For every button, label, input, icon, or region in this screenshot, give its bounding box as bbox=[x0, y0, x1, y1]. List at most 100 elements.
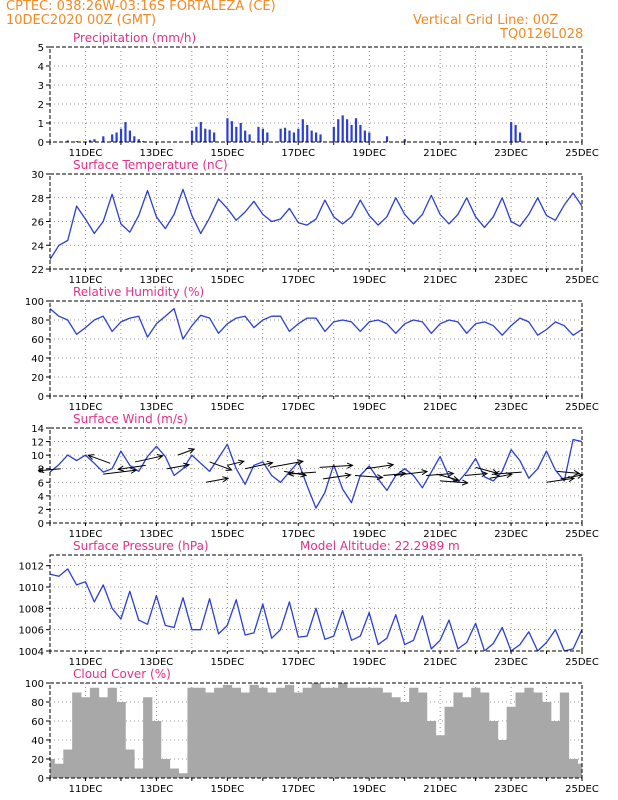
wind-arrow-shaft bbox=[436, 473, 459, 481]
wind-arrow-shaft bbox=[365, 464, 394, 470]
cloud-bar bbox=[89, 687, 100, 778]
cloud-bar bbox=[373, 687, 383, 778]
precip-bar bbox=[403, 139, 406, 142]
y-tick-label: 0 bbox=[38, 138, 44, 149]
cloud-bar bbox=[311, 683, 321, 778]
cloud-bar bbox=[72, 692, 82, 778]
wind-arrow-shaft bbox=[560, 474, 583, 480]
x-tick-label: 17DEC bbox=[281, 657, 315, 668]
cloud-bar bbox=[249, 684, 259, 778]
wind-arrow bbox=[440, 479, 469, 486]
cloud-bar bbox=[267, 692, 277, 778]
cloud-bar bbox=[338, 683, 348, 778]
precip-bar bbox=[332, 126, 335, 142]
cloud-bar bbox=[160, 759, 171, 778]
precip-marks bbox=[66, 115, 522, 142]
cloud-bar bbox=[231, 687, 242, 778]
y-tick-label: 80 bbox=[31, 316, 44, 327]
pressure-subtitle: Model Altitude: 22.2989 m bbox=[300, 539, 460, 553]
x-tick-label: 11DEC bbox=[69, 148, 103, 159]
cloud-bar bbox=[506, 706, 516, 778]
x-tick-label: 25DEC bbox=[565, 784, 599, 795]
x-tick-label: 15DEC bbox=[210, 275, 244, 286]
x-tick-label: 19DEC bbox=[352, 402, 386, 413]
wind-arrow-head bbox=[225, 465, 233, 472]
x-tick-label: 23DEC bbox=[494, 784, 528, 795]
precip-bar bbox=[235, 126, 238, 142]
precip-bar bbox=[266, 132, 269, 142]
cloud-bar bbox=[417, 692, 428, 778]
wind-arrow-head bbox=[481, 470, 489, 478]
precip-bar bbox=[257, 126, 260, 142]
wind-arrow-head bbox=[344, 472, 352, 479]
precip-bar bbox=[337, 119, 340, 142]
wind-arrow-head bbox=[493, 470, 500, 477]
wind-arrow-head bbox=[576, 472, 584, 479]
cloud-bar bbox=[222, 684, 233, 778]
x-tick-label: 25DEC bbox=[565, 275, 599, 286]
wind-arrow-head bbox=[266, 460, 274, 467]
precip-bar bbox=[124, 122, 127, 142]
x-tick-label: 17DEC bbox=[281, 784, 315, 795]
precip-bar bbox=[510, 122, 513, 142]
precip-title: Precipitation (mm/h) bbox=[73, 31, 196, 45]
precip-bar bbox=[213, 132, 216, 142]
precip-bar bbox=[292, 132, 296, 142]
wind-arrow bbox=[205, 476, 230, 483]
y-tick-label: 24 bbox=[31, 241, 44, 252]
precip-bar bbox=[288, 130, 291, 142]
precip-bar bbox=[204, 128, 207, 142]
precip-bar bbox=[93, 139, 96, 142]
wind-arrow-shaft bbox=[323, 474, 351, 480]
y-tick-label: 0 bbox=[38, 519, 44, 530]
wind-arrow bbox=[493, 470, 522, 477]
precip-bar bbox=[297, 128, 300, 142]
y-tick-label: 20 bbox=[31, 755, 44, 766]
cloud-bar bbox=[240, 692, 250, 778]
x-tick-label: 11DEC bbox=[69, 529, 103, 540]
y-tick-label: 1010 bbox=[19, 583, 44, 594]
wind-arrow bbox=[166, 462, 191, 470]
wind-arrow-head bbox=[87, 454, 95, 460]
y-tick-label: 12 bbox=[31, 438, 44, 449]
cloud-bar bbox=[559, 692, 570, 778]
cloud-title: Cloud Cover (%) bbox=[73, 667, 171, 681]
precip-bar bbox=[310, 130, 313, 142]
precip-bar bbox=[518, 132, 522, 142]
precip-bar bbox=[359, 124, 362, 142]
cloud-bar bbox=[293, 692, 304, 778]
precip-bar bbox=[102, 136, 105, 142]
wind-arrow bbox=[209, 461, 233, 472]
wind-arrow-head bbox=[296, 459, 305, 466]
temperature-line bbox=[50, 188, 582, 260]
y-tick-label: 60 bbox=[31, 717, 44, 728]
y-tick-label: 0 bbox=[38, 774, 44, 785]
x-tick-label: 19DEC bbox=[352, 275, 386, 286]
y-tick-label: 10 bbox=[31, 451, 44, 462]
temperature-panel: 22 24 26 28 30 11DEC 13DEC 15DEC 17DEC 19DEC 21DEC… bbox=[31, 158, 599, 286]
wind-arrow-shaft bbox=[135, 455, 163, 463]
y-tick-label: 1 bbox=[38, 119, 44, 130]
cloud-bar bbox=[107, 687, 117, 778]
precip-bar bbox=[137, 139, 140, 142]
wind-arrow-head bbox=[156, 454, 164, 461]
humidity-grid bbox=[50, 301, 582, 396]
cloud-bar bbox=[284, 684, 295, 778]
cloud-bar bbox=[134, 768, 144, 778]
x-tick-label: 19DEC bbox=[352, 784, 386, 795]
x-tick-label: 19DEC bbox=[352, 529, 386, 540]
y-tick-label: 5 bbox=[38, 43, 44, 54]
wind-arrow-shaft bbox=[88, 454, 111, 464]
wind-arrow-head bbox=[376, 474, 384, 481]
pressure-marks bbox=[50, 568, 582, 651]
cloud-bar bbox=[515, 692, 525, 778]
wind-arrow-shaft bbox=[209, 461, 232, 471]
x-tick-label: 25DEC bbox=[565, 148, 599, 159]
x-tick-label: 13DEC bbox=[140, 784, 174, 795]
cloud-bar bbox=[347, 687, 357, 778]
cloud-bar bbox=[382, 692, 392, 778]
y-tick-label: 20 bbox=[31, 373, 44, 384]
wind-arrow bbox=[269, 459, 305, 468]
y-tick-label: 40 bbox=[31, 736, 44, 747]
wind-arrow-shaft bbox=[475, 466, 498, 474]
